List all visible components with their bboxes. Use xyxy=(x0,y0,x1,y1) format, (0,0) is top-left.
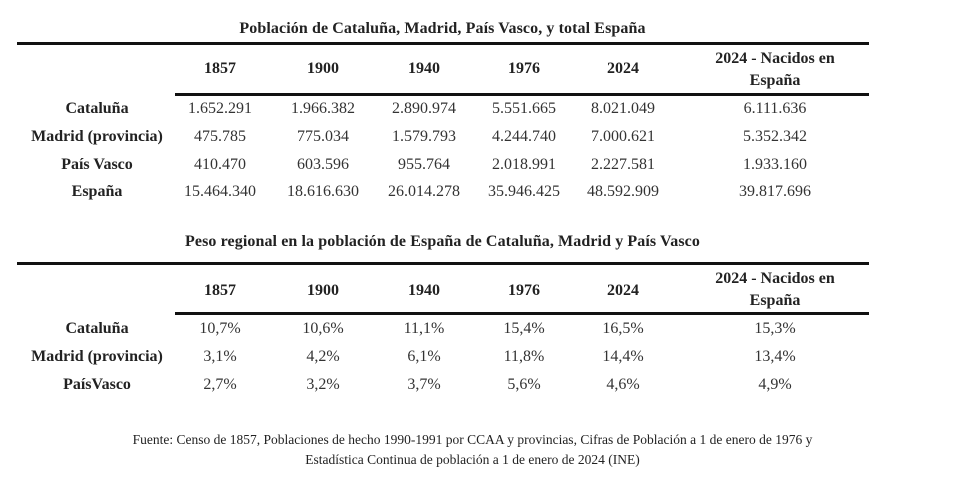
cell-value: 11,8% xyxy=(503,348,545,365)
column-header-1900: 1900 xyxy=(307,282,339,299)
cell-value: 955.764 xyxy=(398,156,450,173)
cell-value: 2.227.581 xyxy=(591,156,655,173)
cell-value: 1.933.160 xyxy=(743,156,807,173)
cell-value: 15.464.340 xyxy=(184,183,256,200)
column-header-1900: 1900 xyxy=(307,60,339,77)
cell-value: 410.470 xyxy=(194,156,246,173)
row-label: Cataluña xyxy=(65,100,129,117)
cell-value: 14,4% xyxy=(602,348,644,365)
row-label: País Vasco xyxy=(61,156,133,173)
column-header-1857: 1857 xyxy=(204,60,236,77)
cell-value: 1.652.291 xyxy=(188,100,252,117)
cell-value: 10,7% xyxy=(199,320,241,337)
row-label: Madrid (provincia) xyxy=(31,128,163,145)
cell-value: 4,6% xyxy=(606,376,640,393)
population-table-title: Población de Cataluña, Madrid, País Vasc… xyxy=(239,20,646,37)
cell-value: 7.000.621 xyxy=(591,128,655,145)
column-header-1976: 1976 xyxy=(508,60,540,77)
cell-value: 3,1% xyxy=(203,348,237,365)
header-bottom-rule xyxy=(175,93,869,96)
cell-value: 16,5% xyxy=(602,320,644,337)
cell-value: 3,2% xyxy=(306,376,340,393)
cell-value: 18.616.630 xyxy=(287,183,359,200)
cell-value: 8.021.049 xyxy=(591,100,655,117)
column-header-2024: 2024 xyxy=(607,60,639,77)
cell-value: 15,4% xyxy=(503,320,545,337)
cell-value: 603.596 xyxy=(297,156,349,173)
cell-value: 3,7% xyxy=(407,376,441,393)
column-header-1976: 1976 xyxy=(508,282,540,299)
cell-value: 48.592.909 xyxy=(587,183,659,200)
source-footnote: Fuente: Censo de 1857, Poblaciones de he… xyxy=(40,430,905,470)
cell-value: 6.111.636 xyxy=(743,100,807,117)
cell-value: 2.890.974 xyxy=(392,100,456,117)
cell-value: 2,7% xyxy=(203,376,237,393)
cell-value: 5,6% xyxy=(507,376,541,393)
cell-value: 1.579.793 xyxy=(392,128,456,145)
row-label: Madrid (provincia) xyxy=(31,348,163,365)
table-top-rule xyxy=(17,262,869,265)
row-label: PaísVasco xyxy=(63,376,131,393)
cell-value: 475.785 xyxy=(194,128,246,145)
cell-value: 39.817.696 xyxy=(739,183,811,200)
cell-value: 6,1% xyxy=(407,348,441,365)
row-label: Cataluña xyxy=(65,320,129,337)
cell-value: 2.018.991 xyxy=(492,156,556,173)
cell-value: 13,4% xyxy=(754,348,796,365)
header-bottom-rule xyxy=(175,312,869,315)
column-header-1940: 1940 xyxy=(408,282,440,299)
row-label: España xyxy=(71,183,123,200)
column-header-2024-born-in-spain: 2024 - Nacidos en España xyxy=(715,50,835,89)
cell-value: 26.014.278 xyxy=(388,183,460,200)
regional-weight-table-title: Peso regional en la población de España … xyxy=(185,233,700,250)
cell-value: 10,6% xyxy=(302,320,344,337)
cell-value: 5.551.665 xyxy=(492,100,556,117)
source-footnote-line-2: Estadística Continua de población a 1 de… xyxy=(305,452,640,467)
cell-value: 775.034 xyxy=(297,128,349,145)
column-header-1940: 1940 xyxy=(408,60,440,77)
cell-value: 4,9% xyxy=(758,376,792,393)
cell-value: 11,1% xyxy=(403,320,445,337)
cell-value: 4.244.740 xyxy=(492,128,556,145)
cell-value: 1.966.382 xyxy=(291,100,355,117)
cell-value: 4,2% xyxy=(306,348,340,365)
cell-value: 5.352.342 xyxy=(743,128,807,145)
cell-value: 35.946.425 xyxy=(488,183,560,200)
source-footnote-line-1: Fuente: Censo de 1857, Poblaciones de he… xyxy=(132,432,813,447)
table-top-rule xyxy=(17,42,869,45)
cell-value: 15,3% xyxy=(754,320,796,337)
column-header-1857: 1857 xyxy=(204,282,236,299)
column-header-2024-born-in-spain: 2024 - Nacidos en España xyxy=(715,270,835,309)
column-header-2024: 2024 xyxy=(607,282,639,299)
